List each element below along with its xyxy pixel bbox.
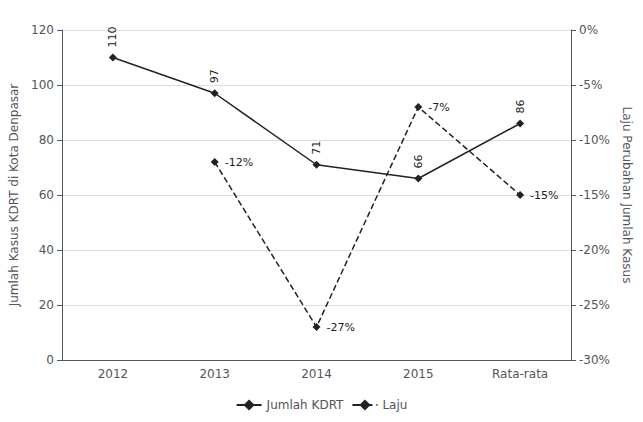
svg-text:-27%: -27%: [327, 321, 355, 334]
svg-text:2013: 2013: [199, 367, 230, 381]
svg-text:2015: 2015: [403, 367, 434, 381]
svg-text:86: 86: [514, 100, 527, 114]
svg-text:Jumlah KDRT: Jumlah KDRT: [266, 398, 345, 412]
svg-text:-20%: -20%: [579, 243, 610, 257]
svg-text:-15%: -15%: [530, 189, 558, 202]
svg-text:2014: 2014: [301, 367, 332, 381]
svg-text:0: 0: [46, 353, 54, 367]
svg-text:66: 66: [412, 155, 425, 169]
svg-text:Laju: Laju: [382, 398, 407, 412]
svg-text:Jumlah Kasus KDRT di Kota Denp: Jumlah Kasus KDRT di Kota Denpasar: [7, 84, 21, 308]
svg-text:-5%: -5%: [579, 78, 602, 92]
svg-text:120: 120: [31, 23, 54, 37]
svg-text:-10%: -10%: [579, 133, 610, 147]
svg-text:0%: 0%: [579, 23, 598, 37]
svg-text:-30%: -30%: [579, 353, 610, 367]
svg-text:2012: 2012: [98, 367, 129, 381]
svg-text:110: 110: [106, 27, 119, 48]
svg-text:71: 71: [310, 141, 323, 155]
svg-text:Rata-rata: Rata-rata: [492, 367, 548, 381]
svg-text:97: 97: [208, 69, 221, 83]
svg-text:100: 100: [31, 78, 54, 92]
svg-text:Laju Perubahan Jumlah Kasus: Laju Perubahan Jumlah Kasus: [620, 107, 634, 284]
svg-text:-7%: -7%: [428, 101, 449, 114]
svg-text:-15%: -15%: [579, 188, 610, 202]
svg-text:-12%: -12%: [225, 156, 253, 169]
svg-text:80: 80: [39, 133, 54, 147]
svg-text:20: 20: [39, 298, 54, 312]
svg-text:60: 60: [39, 188, 54, 202]
svg-text:40: 40: [39, 243, 54, 257]
svg-text:-25%: -25%: [579, 298, 610, 312]
